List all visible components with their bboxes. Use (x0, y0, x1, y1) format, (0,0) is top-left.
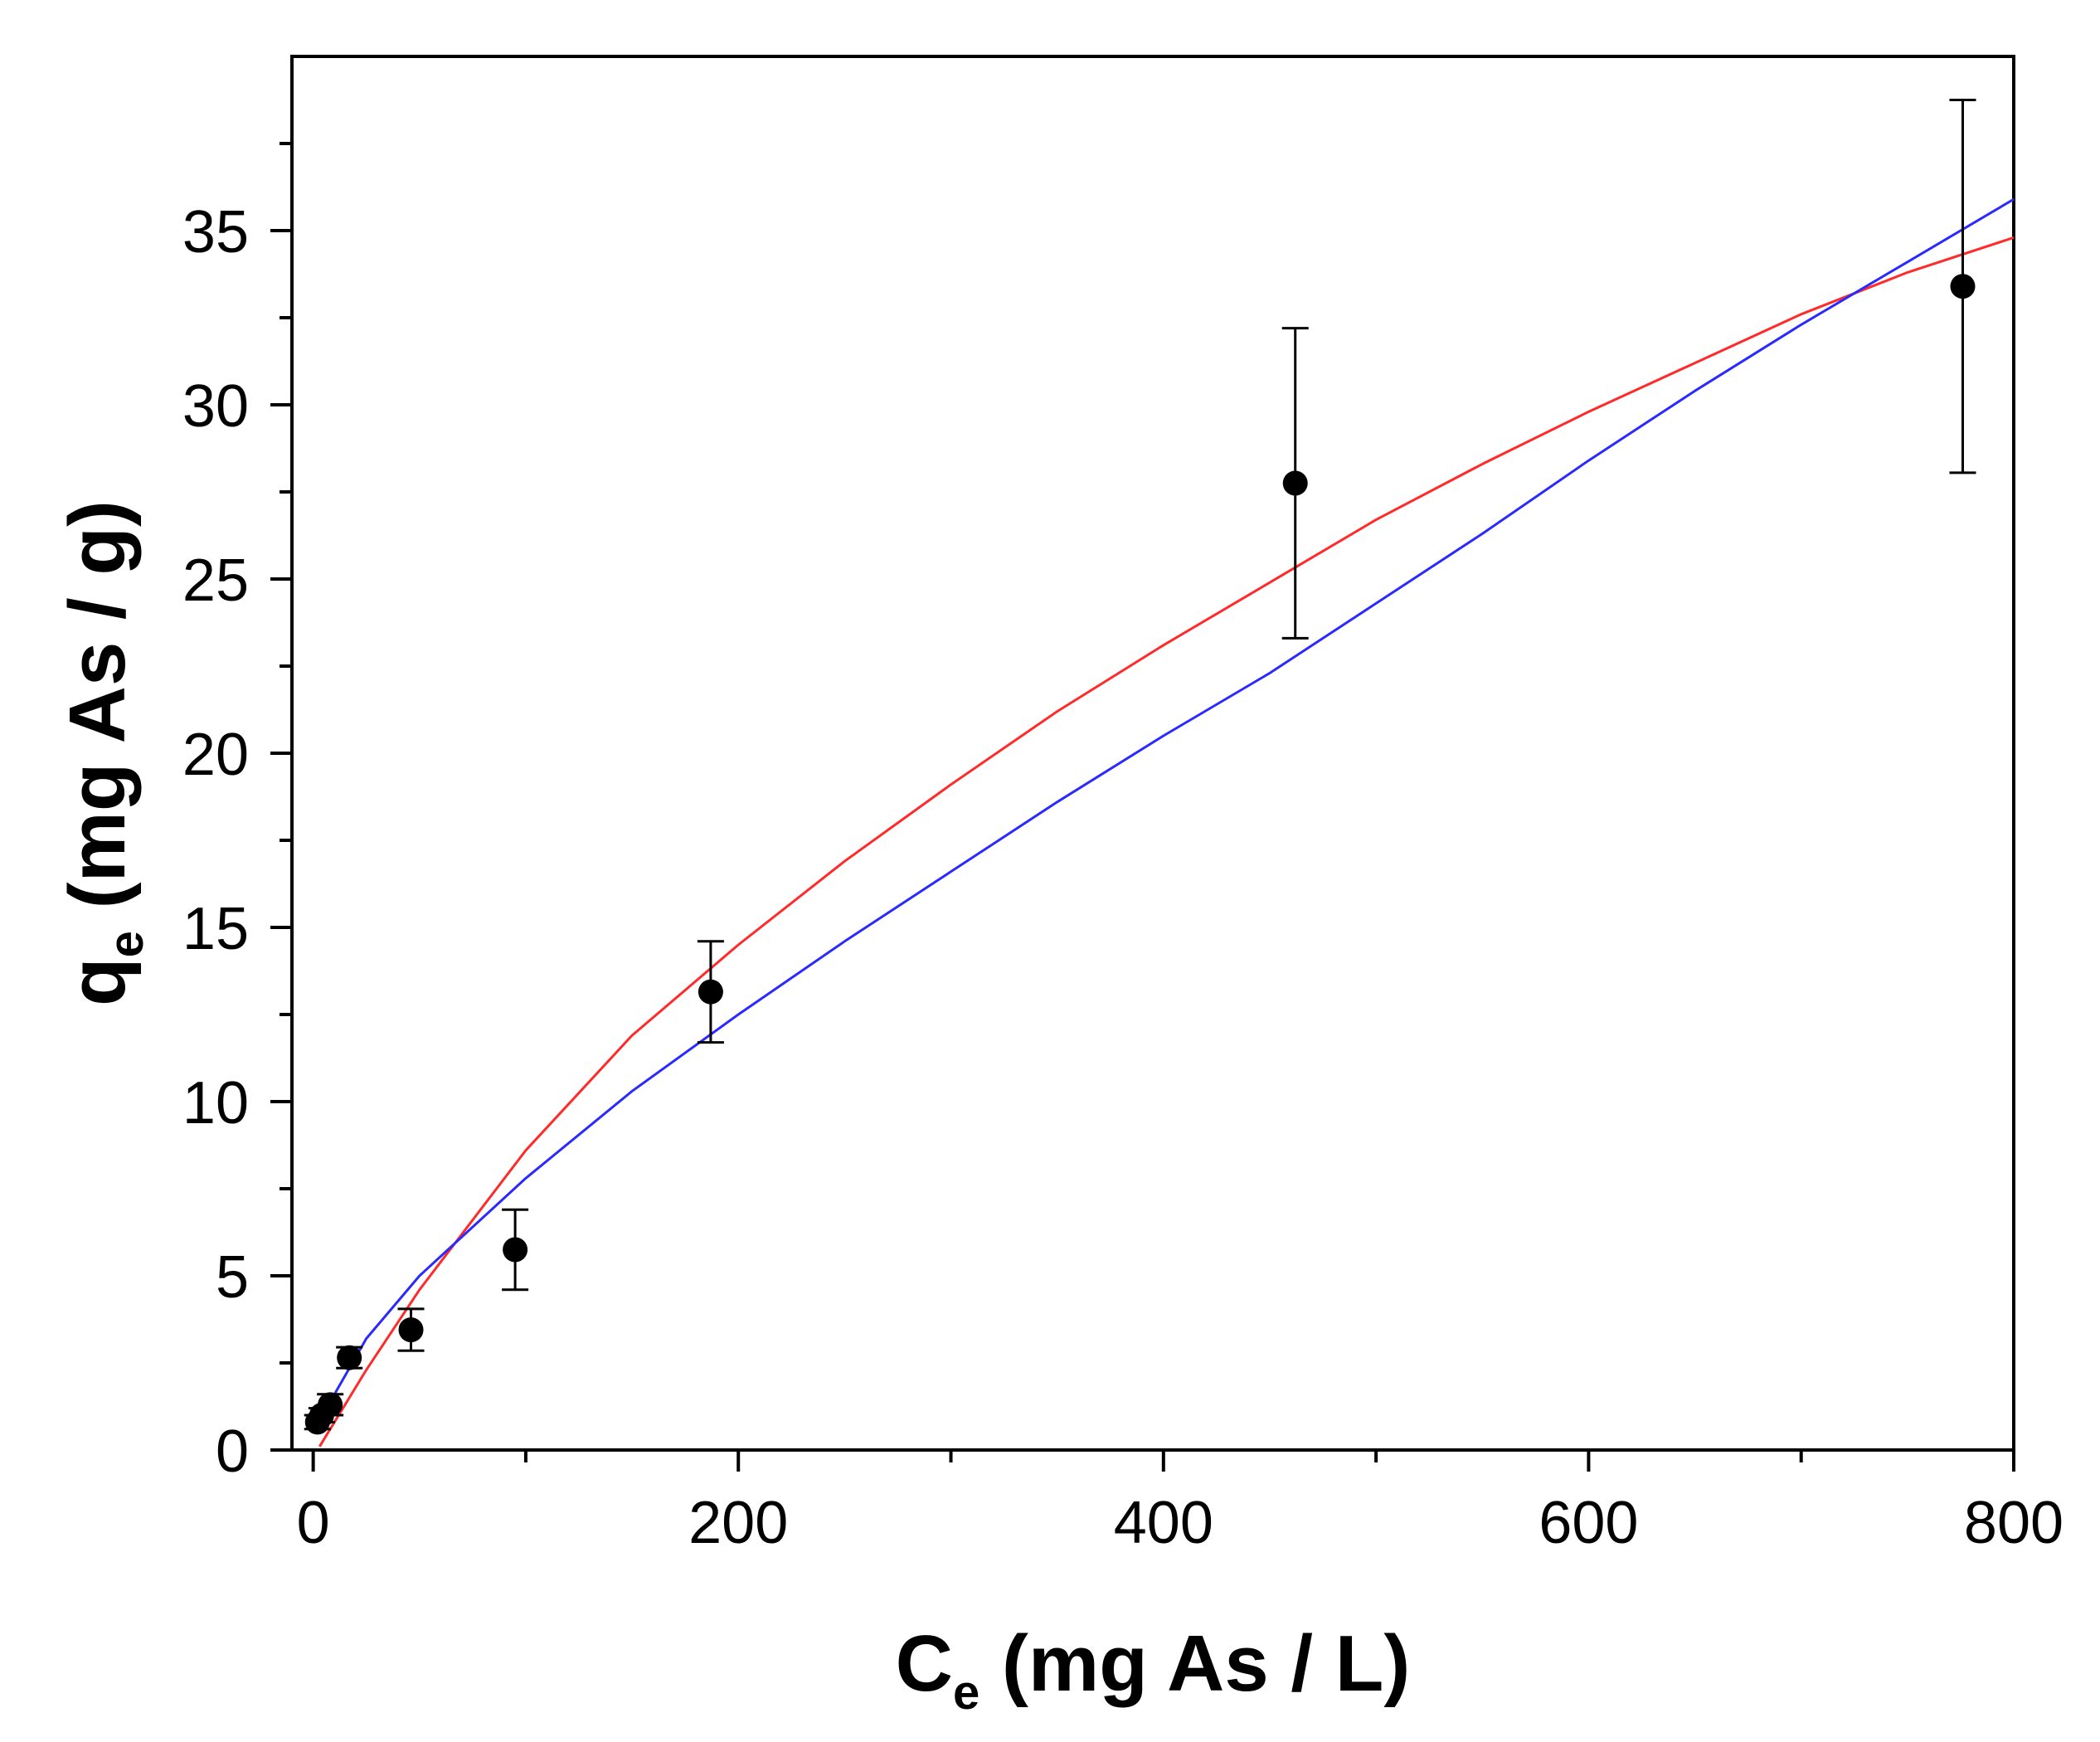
x-tick-label: 200 (688, 1490, 788, 1556)
x-tick-label: 800 (1964, 1490, 2064, 1556)
plot-frame (290, 55, 2015, 1452)
y-axis-title-sub: e (100, 931, 153, 957)
x-axis-title-main: C (896, 1619, 953, 1708)
y-tick-label: 0 (216, 1418, 249, 1485)
x-axis-title-sub: e (953, 1666, 980, 1720)
y-axis-title-main: q (53, 957, 142, 1006)
series-line-fit-blue (318, 197, 2015, 1430)
x-axis-title: Ce (mg As / L) (896, 1619, 1411, 1720)
y-tick-label: 5 (216, 1244, 249, 1311)
x-tick-label: 400 (1114, 1490, 1213, 1556)
y-tick-label: 15 (182, 896, 249, 962)
data-point (318, 1392, 343, 1418)
y-tick-label: 35 (182, 199, 249, 265)
y-tick-label: 10 (182, 1070, 249, 1136)
data-point (398, 1317, 424, 1343)
y-tick-label: 25 (182, 547, 249, 614)
series-layer (304, 99, 2015, 1448)
axes (270, 55, 2015, 1472)
data-point (698, 979, 723, 1005)
y-tick-label: 20 (182, 722, 249, 788)
y-axis-title: qe (mg As / g) (53, 500, 153, 1006)
x-tick-label: 600 (1539, 1490, 1638, 1556)
data-point (337, 1345, 362, 1370)
series-line-fit-red (318, 236, 2015, 1448)
data-point (1282, 470, 1308, 496)
data-point (503, 1237, 528, 1263)
x-axis-title-rest: (mg As / L) (980, 1619, 1410, 1708)
x-tick-label: 0 (297, 1490, 330, 1556)
labels-layer: 0 200 400 600 800 0 5 10 15 20 25 30 35 Ce (mg As / L… (53, 199, 2064, 1720)
y-axis-title-rest: (mg As / g) (53, 500, 142, 931)
y-tick-label: 30 (182, 373, 249, 440)
data-point (1950, 274, 1976, 299)
